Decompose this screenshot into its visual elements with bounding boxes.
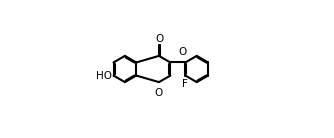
Text: HO: HO <box>96 71 112 81</box>
Text: O: O <box>178 47 187 57</box>
Text: F: F <box>182 79 188 89</box>
Text: O: O <box>156 34 164 44</box>
Text: O: O <box>155 88 163 98</box>
